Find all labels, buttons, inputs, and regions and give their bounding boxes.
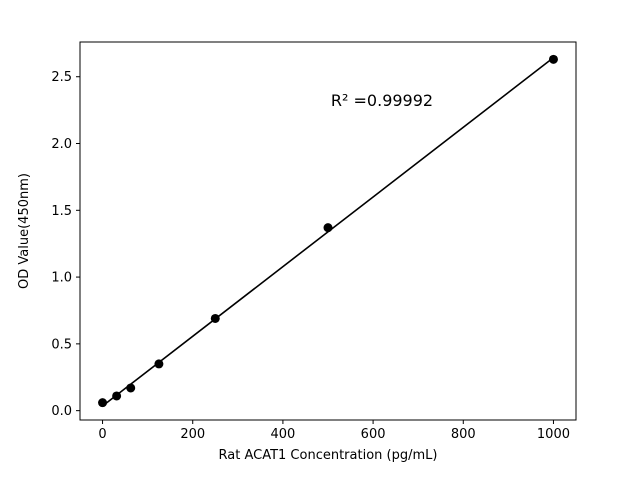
y-tick-label: 2.0 [51, 137, 72, 152]
x-tick-label: 200 [180, 427, 205, 442]
axes-spines [79, 41, 577, 421]
x-tick-label: 1000 [537, 427, 570, 442]
data-point [112, 391, 122, 401]
y-tick-label: 0.5 [51, 337, 72, 352]
y-axis-label: OD Value(450nm) [17, 173, 32, 289]
data-point [126, 383, 136, 393]
x-tick-label: 600 [361, 427, 386, 442]
x-tick-label: 0 [98, 427, 106, 442]
y-tick-label: 1.5 [51, 204, 72, 219]
y-tick-label: 0.0 [51, 404, 72, 419]
r-squared-annotation: R² =0.99992 [331, 91, 433, 110]
y-tick-label: 1.0 [51, 271, 72, 286]
data-point [98, 398, 108, 408]
x-axis-label: Rat ACAT1 Concentration (pg/mL) [219, 448, 438, 463]
y-tick-label: 2.5 [51, 70, 72, 85]
data-point [154, 359, 164, 369]
x-tick-label: 400 [270, 427, 295, 442]
x-tick-label: 800 [451, 427, 476, 442]
data-point [210, 313, 220, 323]
plot-area: 0 200 400 600 800 1000 0.0 0.5 1.0 1.5 2.0 2.5 [51, 41, 577, 442]
data-point [548, 54, 558, 64]
data-point [323, 223, 333, 233]
